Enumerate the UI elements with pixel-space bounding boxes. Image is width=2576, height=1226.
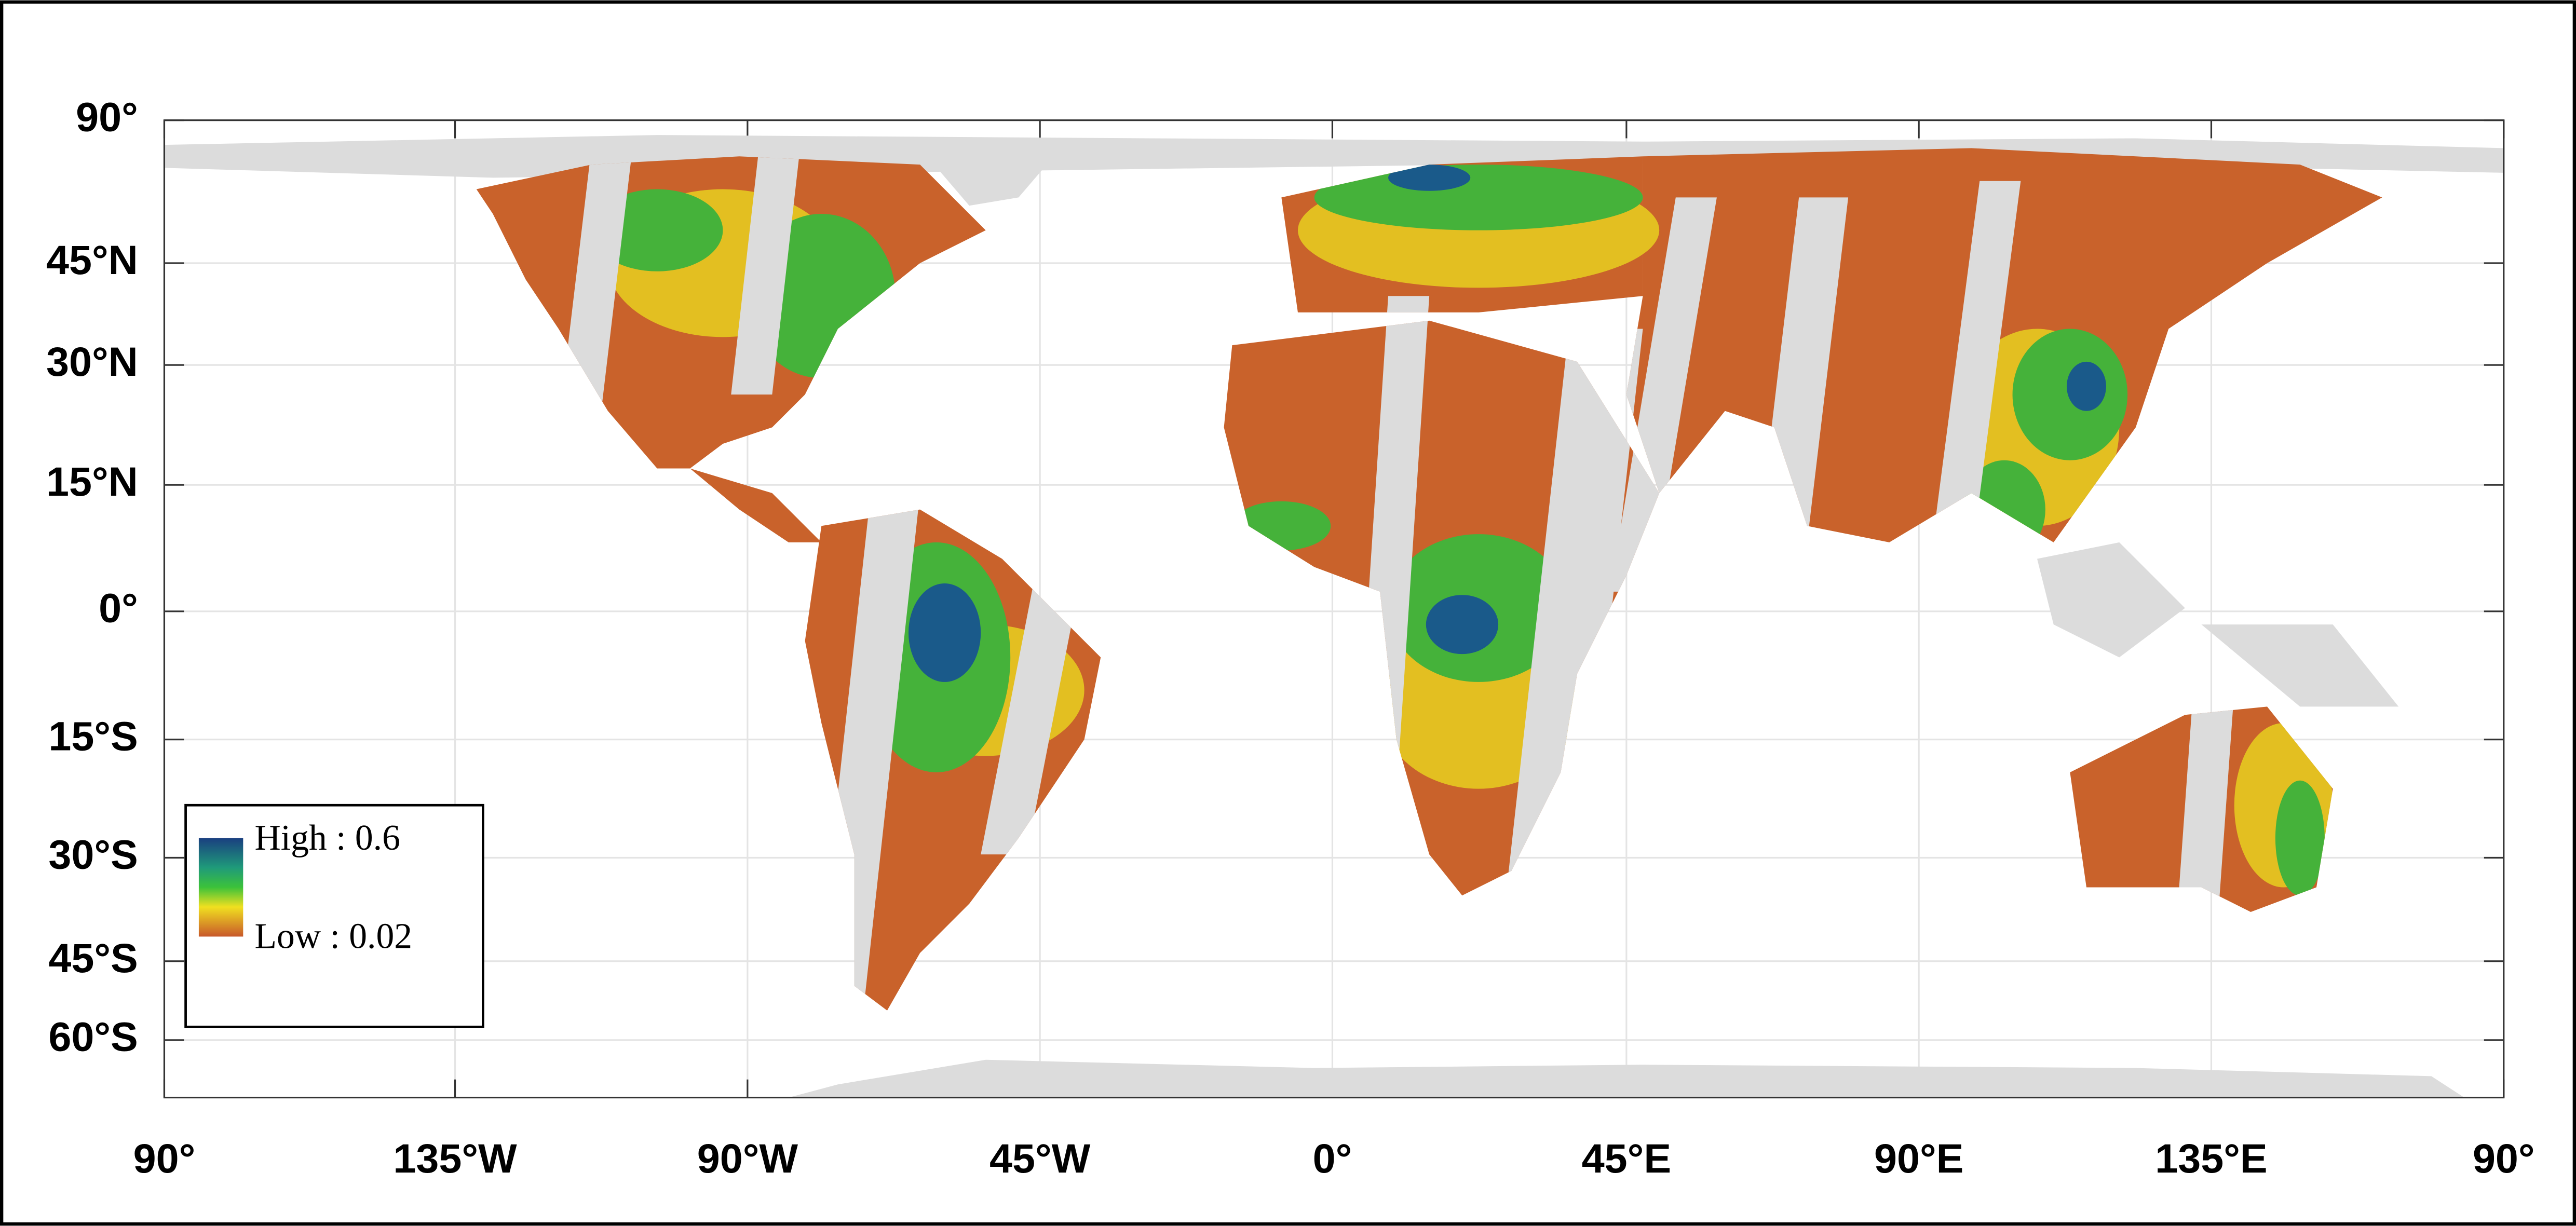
- x-tick-label: 135°E: [2155, 1135, 2267, 1181]
- color-bar: [198, 838, 243, 937]
- y-tick-label: 60°S: [48, 1014, 138, 1060]
- legend: High : 0.6 Low : 0.02: [184, 803, 484, 1028]
- y-tick-label: 15°N: [46, 458, 138, 505]
- x-tick-label: 90°: [133, 1135, 196, 1181]
- y-tick-label: 45°S: [48, 935, 138, 981]
- plot-box: [163, 119, 2505, 1099]
- legend-low: Low : 0.02: [255, 917, 413, 957]
- x-tick-label: 90°W: [697, 1135, 798, 1181]
- tick-labels: 90° 45°N 30°N 15°N 0° 15°S 30°S 45°S 60°S 90° 135°…: [46, 94, 2535, 1181]
- x-tick-label: 135°W: [393, 1135, 517, 1181]
- x-tick-label: 45°W: [989, 1135, 1091, 1181]
- y-tick-label: 90°: [76, 94, 138, 140]
- y-tick-label: 15°S: [48, 713, 138, 759]
- y-tick-label: 45°N: [46, 237, 138, 283]
- legend-high: High : 0.6: [255, 818, 400, 858]
- y-tick-label: 0°: [99, 585, 138, 631]
- y-tick-label: 30°S: [48, 831, 138, 877]
- x-tick-label: 90°E: [1874, 1135, 1963, 1181]
- x-tick-label: 90°: [2473, 1135, 2535, 1181]
- x-tick-label: 0°: [1313, 1135, 1352, 1181]
- x-tick-label: 45°E: [1582, 1135, 1671, 1181]
- y-tick-label: 30°N: [46, 338, 138, 385]
